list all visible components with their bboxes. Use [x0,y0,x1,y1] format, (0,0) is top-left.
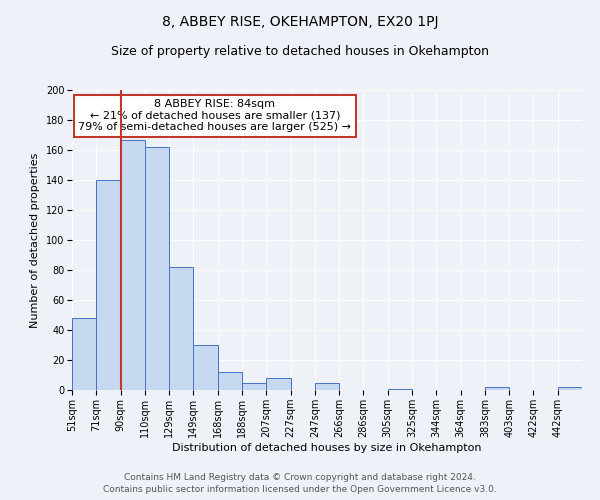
Text: Size of property relative to detached houses in Okehampton: Size of property relative to detached ho… [111,45,489,58]
Bar [96,180,121,390]
Text: 8, ABBEY RISE, OKEHAMPTON, EX20 1PJ: 8, ABBEY RISE, OKEHAMPTON, EX20 1PJ [162,15,438,29]
Bar [169,267,193,390]
Bar [485,387,509,390]
Text: Contains public sector information licensed under the Open Government Licence v3: Contains public sector information licen… [103,485,497,494]
X-axis label: Distribution of detached houses by size in Okehampton: Distribution of detached houses by size … [172,442,482,452]
Bar [218,372,242,390]
Text: Contains HM Land Registry data © Crown copyright and database right 2024.: Contains HM Land Registry data © Crown c… [124,472,476,482]
Bar [193,345,218,390]
Bar [121,140,145,390]
Bar [242,382,266,390]
Bar [558,387,582,390]
Bar [266,378,290,390]
Bar [145,147,169,390]
Bar [315,382,339,390]
Text: 8 ABBEY RISE: 84sqm
← 21% of detached houses are smaller (137)
79% of semi-detac: 8 ABBEY RISE: 84sqm ← 21% of detached ho… [79,99,352,132]
Bar [388,388,412,390]
Y-axis label: Number of detached properties: Number of detached properties [31,152,40,328]
Bar [72,318,96,390]
